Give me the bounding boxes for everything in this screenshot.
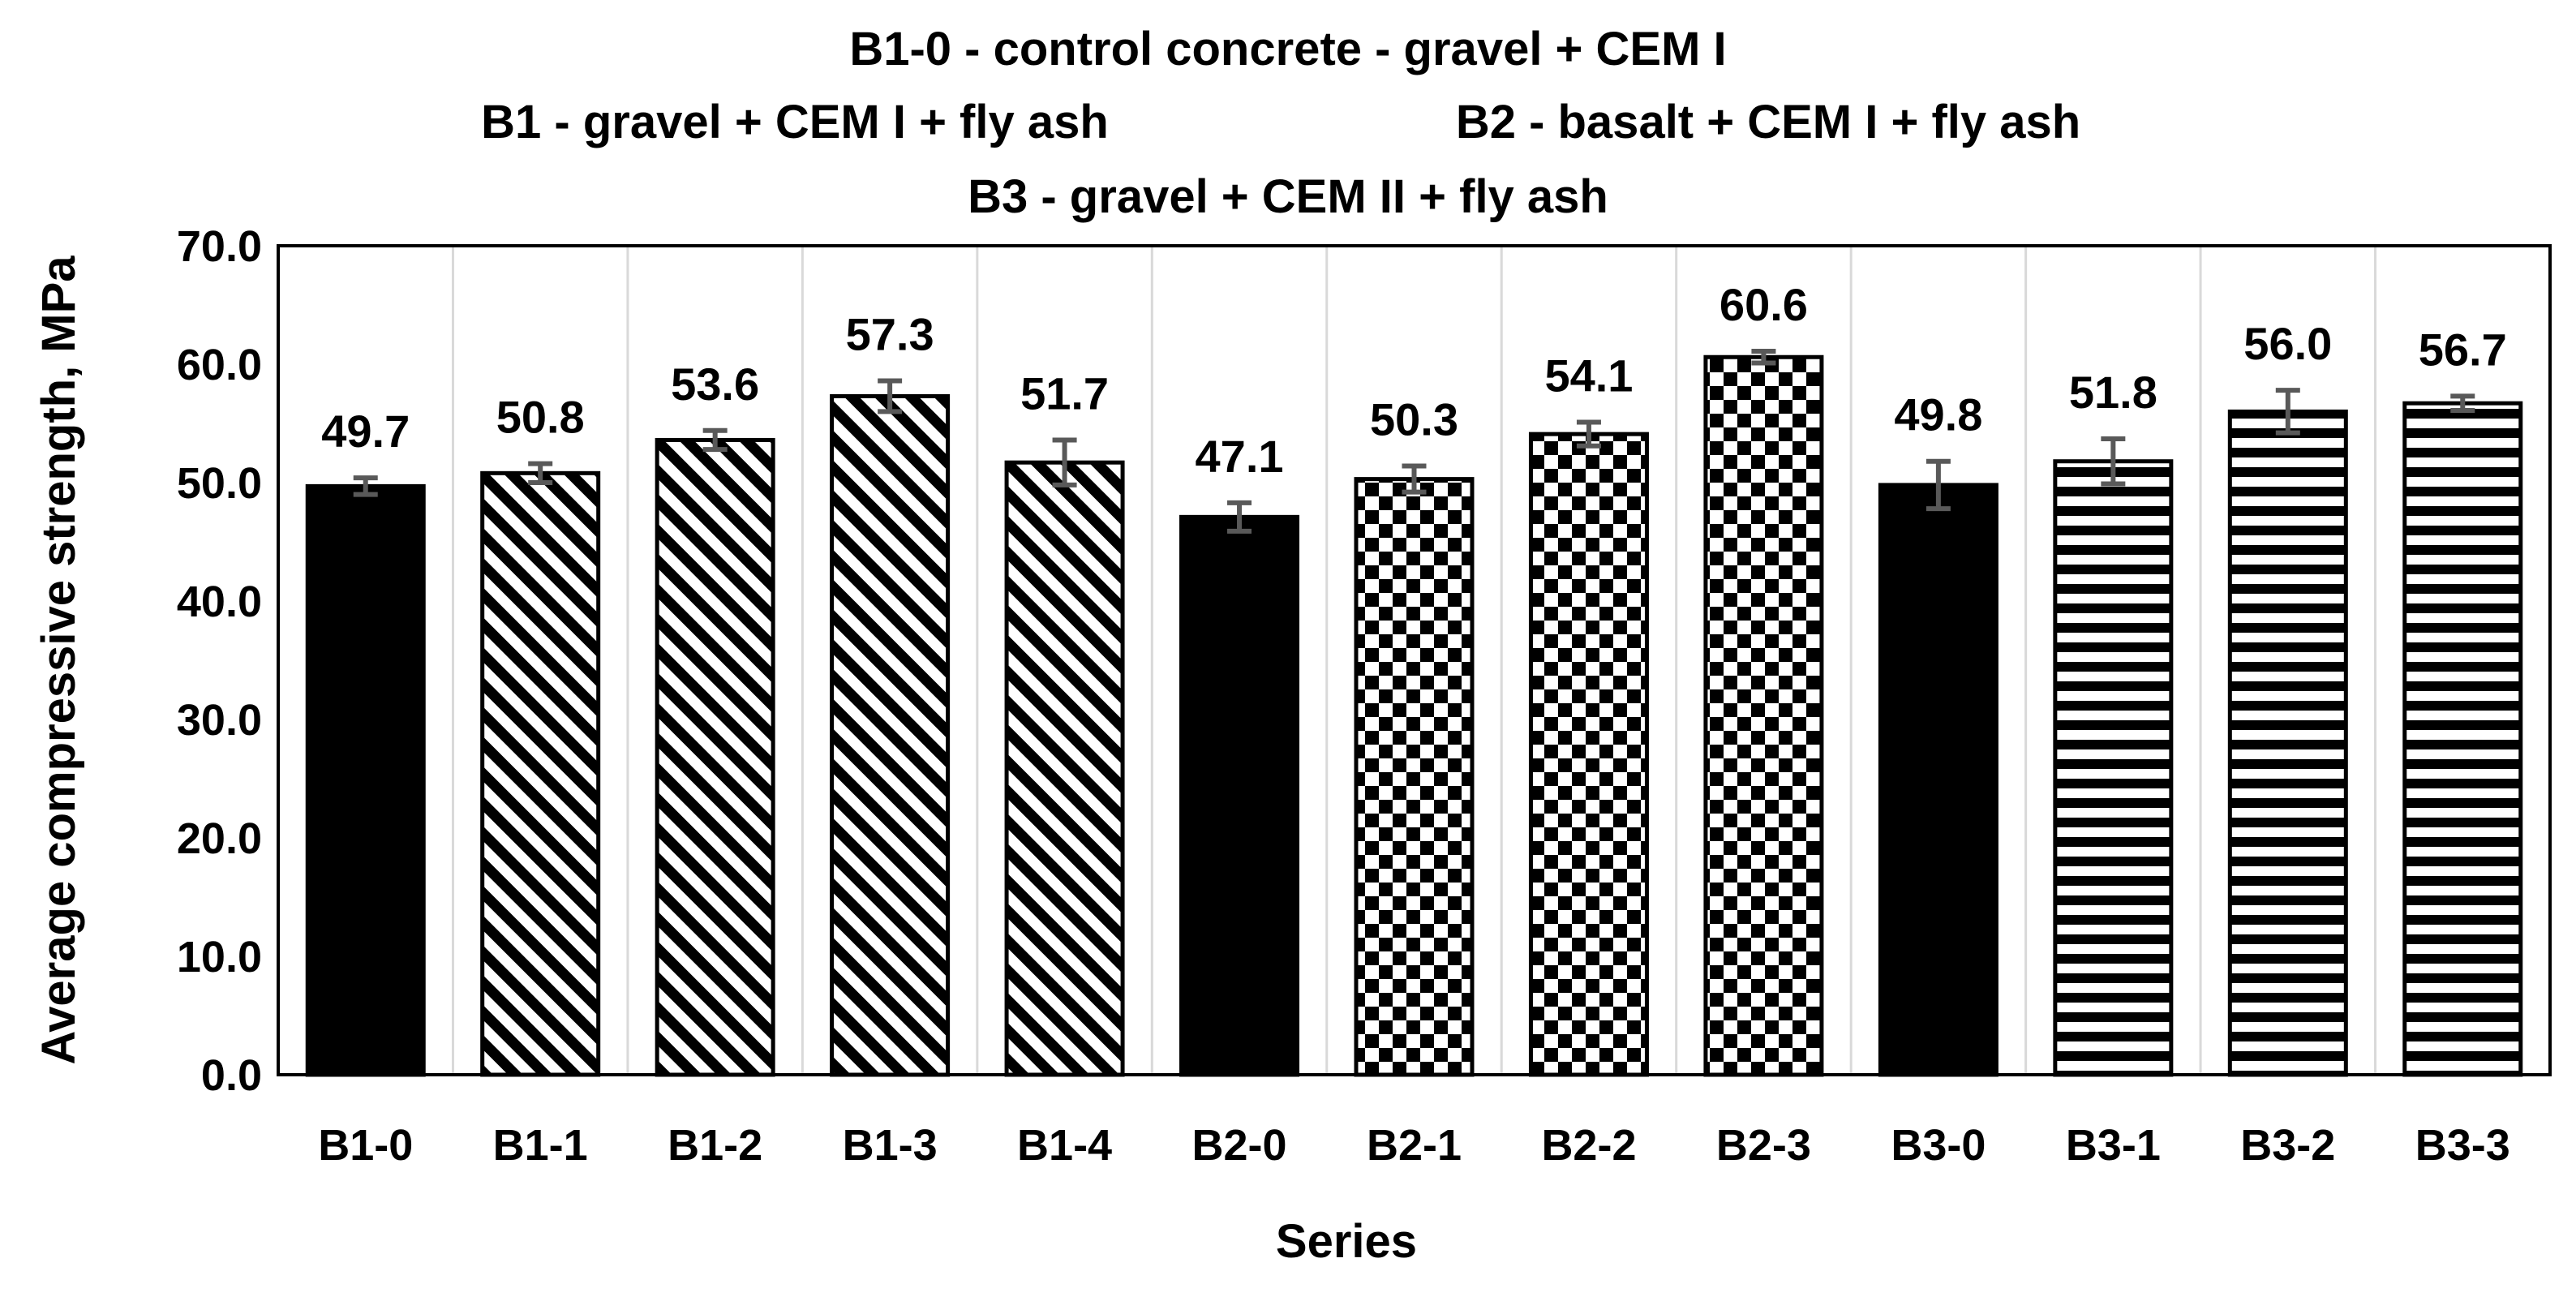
- error-bar-b3-0: [1926, 458, 1951, 512]
- y-tick-label: 60.0: [177, 341, 262, 389]
- y-tick-label: 40.0: [177, 578, 262, 626]
- x-tick-label-b1-0: B1-0: [318, 1121, 413, 1170]
- data-label-b2-3: 60.6: [1719, 279, 1808, 330]
- data-label-b2-0: 47.1: [1196, 431, 1284, 482]
- x-tick-label-b3-2: B3-2: [2240, 1121, 2335, 1170]
- error-bar-b3-3: [2450, 393, 2475, 413]
- error-bar-b3-2: [2275, 388, 2300, 436]
- x-axis-ticks: B1-0 B1-1 B1-2 B1-3 B1-4 B2-0 B2-1 B2-2 B2-3 B3-0…: [318, 1121, 2510, 1170]
- bar-b3-0: [1878, 483, 1999, 1077]
- error-bar-b1-4: [1052, 437, 1077, 487]
- bars: [305, 354, 2523, 1077]
- data-label-b2-1: 50.3: [1370, 394, 1458, 445]
- chart-title-line-2b: B2 - basalt + CEM I + fly ash: [1456, 96, 2080, 148]
- data-label-b1-1: 50.8: [496, 392, 585, 443]
- y-tick-label: 50.0: [177, 459, 262, 508]
- x-tick-label-b3-0: B3-0: [1891, 1121, 1986, 1170]
- data-label-b1-0: 49.7: [321, 406, 410, 457]
- x-tick-label-b2-3: B2-3: [1716, 1121, 1811, 1170]
- error-bars: [353, 348, 2475, 534]
- gridlines: [451, 246, 2377, 1075]
- chart-title-line-3: B3 - gravel + CEM II + fly ash: [968, 170, 1608, 223]
- error-bar-b2-1: [1402, 463, 1427, 495]
- y-tick-label: 20.0: [177, 814, 262, 863]
- bar-b1-3: [830, 393, 951, 1077]
- y-tick-label: 30.0: [177, 696, 262, 745]
- error-bar-b2-3: [1751, 348, 1776, 366]
- bar-b2-1: [1354, 477, 1475, 1077]
- y-tick-label: 70.0: [177, 222, 262, 271]
- error-bar-b1-2: [702, 427, 728, 453]
- error-bar-b2-2: [1576, 419, 1601, 449]
- y-tick-label: 0.0: [201, 1051, 262, 1100]
- x-tick-label-b1-3: B1-3: [843, 1121, 938, 1170]
- data-label-b2-2: 54.1: [1544, 350, 1633, 402]
- x-tick-label-b1-2: B1-2: [668, 1121, 762, 1170]
- x-tick-label-b2-1: B2-1: [1367, 1121, 1462, 1170]
- bar-b2-0: [1179, 514, 1300, 1077]
- x-tick-label-b2-2: B2-2: [1541, 1121, 1636, 1170]
- x-tick-label-b2-0: B2-0: [1192, 1121, 1287, 1170]
- bar-b1-1: [480, 470, 601, 1077]
- bar-b1-0: [305, 483, 426, 1077]
- x-axis-title: Series: [1276, 1215, 1417, 1268]
- chart-title-line-2a: B1 - gravel + CEM I + fly ash: [481, 96, 1109, 148]
- data-label-b1-4: 51.7: [1020, 367, 1109, 419]
- error-bar-b3-1: [2101, 436, 2126, 487]
- data-label-b3-3: 56.7: [2419, 324, 2507, 375]
- data-label-b1-3: 57.3: [846, 308, 934, 359]
- bar-b3-2: [2227, 409, 2348, 1077]
- error-bar-b1-1: [528, 461, 553, 485]
- data-label-b3-0: 49.8: [1894, 389, 1982, 440]
- x-tick-label-b1-1: B1-1: [493, 1121, 588, 1170]
- data-label-b3-2: 56.0: [2243, 318, 2332, 369]
- y-axis-title: Average compressive strength, MPa: [32, 256, 85, 1065]
- y-axis-ticks: 0.0 10.0 20.0 30.0 40.0 50.0 60.0 70.0: [177, 222, 262, 1100]
- error-bar-b1-0: [353, 475, 378, 497]
- x-tick-label-b1-4: B1-4: [1017, 1121, 1112, 1170]
- bar-b2-3: [1703, 354, 1824, 1077]
- bar-b2-2: [1528, 432, 1649, 1077]
- error-bar-b1-3: [878, 378, 903, 414]
- y-tick-label: 10.0: [177, 933, 262, 981]
- chart-title-line-1: B1-0 - control concrete - gravel + CEM I: [849, 23, 1726, 75]
- bar-b1-4: [1004, 460, 1125, 1077]
- x-tick-label-b3-1: B3-1: [2066, 1121, 2161, 1170]
- bar-b3-3: [2402, 401, 2523, 1077]
- data-label-b1-2: 53.6: [671, 359, 759, 410]
- data-labels: 49.7 50.8 53.6 57.3 51.7 47.1 50.3 54.1 60.6 49.8…: [321, 279, 2507, 482]
- bar-b1-2: [655, 437, 775, 1077]
- plot-area-frame: [277, 244, 2552, 1076]
- x-tick-label-b3-3: B3-3: [2415, 1121, 2510, 1170]
- bar-b3-1: [2053, 459, 2174, 1077]
- error-bar-b2-0: [1227, 500, 1252, 534]
- data-label-b3-1: 51.8: [2069, 367, 2157, 418]
